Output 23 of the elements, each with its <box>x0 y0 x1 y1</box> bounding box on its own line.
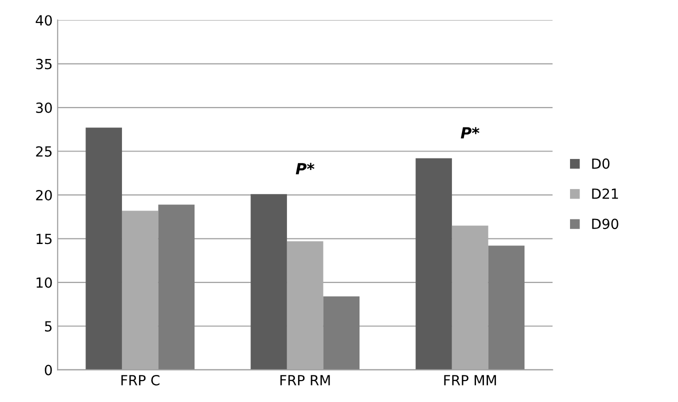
x-tick-label: FRP MM <box>444 375 496 386</box>
bar <box>416 158 452 370</box>
bar <box>488 246 525 370</box>
bar <box>86 128 122 370</box>
bar <box>158 204 195 370</box>
y-tick-label: 20 <box>36 190 52 200</box>
annotation: P* <box>296 162 314 174</box>
legend-label: D90 <box>592 218 618 230</box>
y-tick-label: 30 <box>36 102 52 114</box>
legend-label: D0 <box>592 158 610 169</box>
legend-label: D21 <box>592 188 618 199</box>
bar <box>250 194 287 370</box>
y-tick-label: 40 <box>36 15 52 26</box>
y-tick-label: 5 <box>45 321 52 332</box>
y-tick-label: 15 <box>36 234 52 244</box>
x-tick-label: FRP RM <box>280 375 330 386</box>
x-tick-label: FRP C <box>121 374 160 386</box>
y-tick-label: 35 <box>36 58 52 70</box>
bar <box>323 296 360 370</box>
y-tick-label: 10 <box>36 277 52 288</box>
annotation: P* <box>460 127 480 138</box>
y-tick-label: 0 <box>44 364 52 376</box>
y-tick-label: 25 <box>36 146 52 157</box>
